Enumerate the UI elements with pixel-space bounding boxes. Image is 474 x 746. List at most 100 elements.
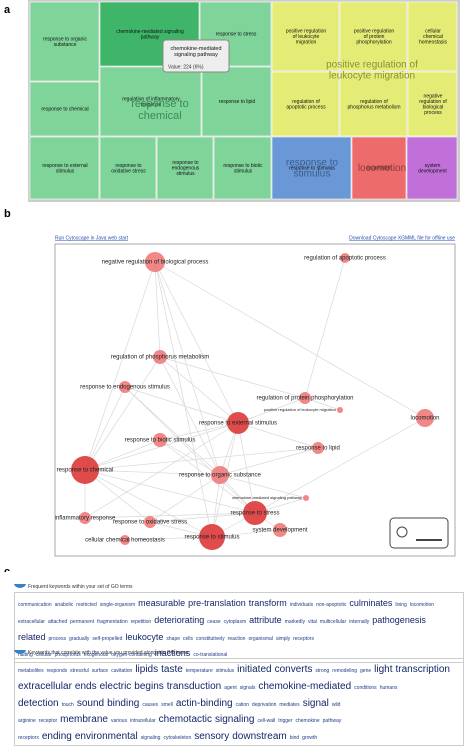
treemap-cell — [407, 1, 458, 72]
link[interactable]: Run Cytoscape in Java web start — [55, 235, 129, 241]
edge — [84, 469, 256, 514]
node-label: response to biotic stimulus — [125, 438, 196, 444]
node — [153, 350, 167, 364]
word: temperature — [185, 668, 213, 674]
word: downstream — [232, 731, 287, 743]
edge — [159, 356, 306, 399]
word: cell-wall — [257, 718, 276, 725]
edge — [219, 474, 307, 499]
treemap-cell — [407, 71, 458, 137]
word: stressful — [70, 668, 89, 674]
word: binding — [107, 697, 140, 709]
word: related — [18, 631, 46, 642]
word: locomotion — [409, 602, 435, 608]
cell-label: regulation of apoptotic process — [286, 99, 326, 111]
node-label: inflammatory response — [55, 516, 116, 522]
edge — [124, 536, 213, 541]
word: humans — [379, 684, 398, 691]
word: wild — [331, 701, 341, 708]
zoom-control[interactable] — [389, 517, 449, 549]
word-line: extracellular ends electric begins transduct… — [18, 677, 460, 694]
word: sensory — [194, 731, 230, 743]
cell-label: response to stimulus — [289, 166, 335, 172]
node — [71, 456, 99, 484]
word: measurable — [138, 598, 186, 608]
word: chemotactic — [158, 714, 213, 726]
edge — [154, 261, 239, 424]
word: signal — [302, 697, 329, 709]
word-line: halting cellular phosphorus exogenous oxygen… — [18, 644, 460, 661]
word: pathogenesis — [372, 614, 426, 625]
treemap-cell — [271, 1, 340, 72]
node — [312, 442, 324, 454]
word: fragmentation — [97, 618, 128, 625]
node — [273, 523, 287, 537]
network: negative regulation of biological proces… — [55, 252, 440, 550]
word: chemokine — [295, 718, 320, 725]
cloud-box: metabolites responds stressful surface cavit… — [14, 658, 464, 746]
edge — [159, 439, 221, 476]
word: growth — [302, 735, 318, 742]
word: pathway — [322, 718, 342, 725]
cell-label: locomotion — [367, 166, 391, 172]
word: signaling — [215, 714, 255, 726]
word: culminates — [349, 598, 393, 608]
edge — [159, 439, 256, 514]
word: detection — [18, 697, 59, 709]
page: a response to organic substance chemokine-… — [4, 0, 464, 746]
link[interactable]: Download Cytoscape XGMML file for offlin… — [349, 235, 455, 241]
edge — [237, 397, 306, 424]
cell-label: chemokine-mediated signaling pathway — [116, 29, 184, 41]
node-label: regulation of apoptotic process — [304, 256, 386, 262]
cell-label: response to external stimulus — [42, 163, 87, 175]
word: halting — [18, 652, 33, 659]
node-label: system development — [252, 528, 307, 534]
word: receptor — [38, 718, 58, 725]
edge — [84, 512, 256, 519]
pan-control[interactable] — [396, 526, 408, 538]
word-line: receptors ending environmental signaling cyt… — [18, 727, 460, 744]
word: extracellular — [18, 618, 45, 625]
word: constitutively — [196, 635, 225, 642]
word: ends — [74, 680, 97, 692]
cell-label: response to stress — [216, 32, 257, 38]
word: cells — [183, 635, 194, 642]
word: transform — [248, 598, 287, 608]
treemap-cell — [99, 136, 157, 200]
cell-label: response to lipid — [219, 99, 256, 105]
panel-label: c — [4, 566, 10, 572]
cell-label: cellular chemical homeostasis — [419, 29, 448, 46]
node-label: negative regulation of biological proces… — [102, 260, 209, 266]
node — [79, 512, 91, 524]
edge — [84, 447, 319, 471]
node-label: response to organic substance — [179, 473, 261, 479]
icon — [14, 584, 26, 588]
node — [416, 409, 434, 427]
word: communication — [18, 602, 52, 608]
word: electric — [99, 680, 132, 692]
node-label: response to external stimulus — [199, 421, 277, 427]
node-label: response to lipid — [296, 446, 340, 452]
caption: Frequent keywords within your set of GO … — [28, 584, 133, 590]
word: environmental — [74, 731, 138, 743]
treemap-cell — [213, 136, 272, 200]
word: leukocyte — [125, 631, 164, 642]
word: single-organism — [99, 602, 136, 608]
word: lipids — [135, 664, 159, 675]
word: light — [374, 664, 393, 675]
caption: Keywords that correlate with the value y… — [28, 650, 189, 656]
node — [337, 407, 343, 413]
edge — [304, 257, 346, 399]
word: converts — [274, 664, 313, 675]
node-label: response to stimulus — [184, 535, 239, 541]
word-line: metabolites responds stressful surface cavit… — [18, 660, 460, 677]
word: responds — [46, 668, 68, 674]
word: begins — [134, 680, 164, 692]
node — [340, 253, 350, 263]
word: extracellular — [18, 680, 72, 692]
word: taste — [161, 664, 183, 675]
node — [243, 501, 267, 525]
word-line: communication anabolic restricted single-or… — [18, 594, 460, 611]
word: vital — [307, 618, 317, 625]
edge — [154, 261, 221, 476]
